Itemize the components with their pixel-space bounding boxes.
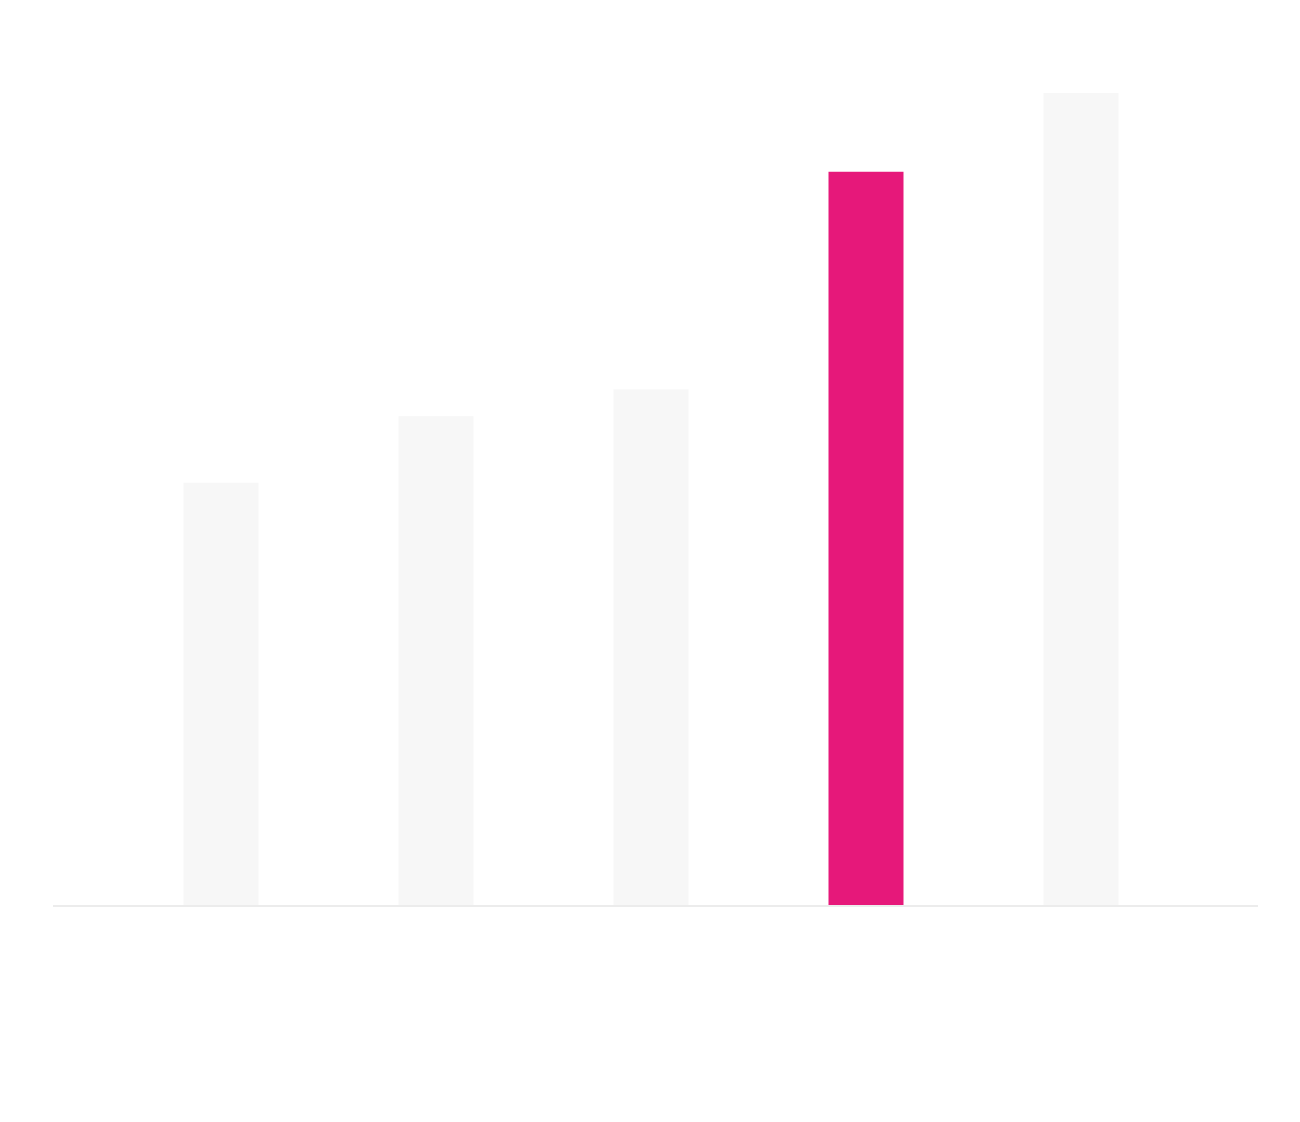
bar <box>613 389 689 905</box>
bar <box>183 482 259 905</box>
bar <box>1043 93 1119 905</box>
bar <box>398 416 474 905</box>
bar <box>828 171 904 905</box>
